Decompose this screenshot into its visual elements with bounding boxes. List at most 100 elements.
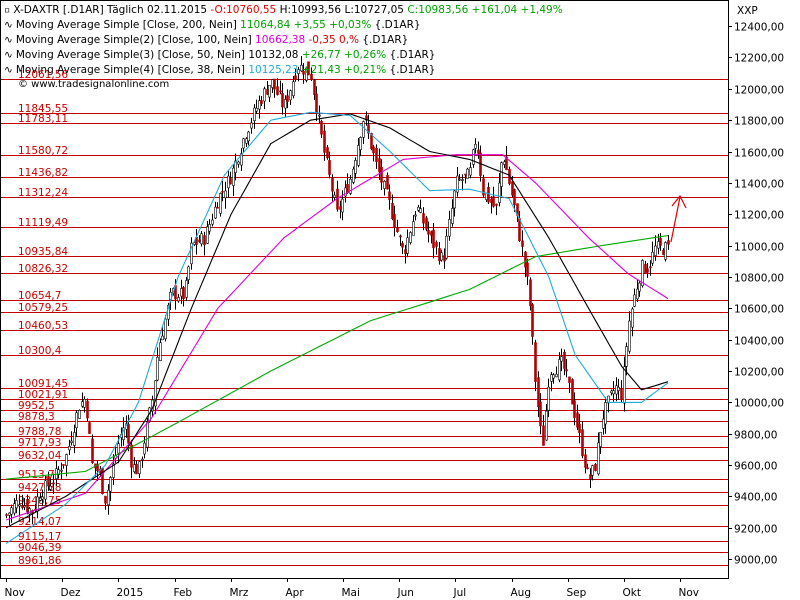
candle-body	[104, 495, 107, 504]
level-label: 11845,55	[18, 103, 68, 115]
candle-body	[654, 245, 657, 256]
line-icon: ∿	[4, 64, 13, 76]
candle-body	[182, 287, 185, 300]
candle-body	[247, 131, 250, 142]
candle-body	[130, 444, 133, 468]
candle-body	[253, 107, 256, 122]
candle-body	[164, 318, 167, 340]
candle-body	[362, 121, 365, 138]
candle-body	[5, 514, 8, 516]
y-tick-label: 11000,00	[734, 242, 784, 254]
candle-body	[52, 482, 55, 485]
ma100-legend: ∿ Moving Average Simple(2) [Close, 100, N…	[4, 34, 409, 46]
candle-body	[26, 499, 29, 513]
x-tick-label: Jul	[453, 587, 467, 599]
level-label: 10935,84	[18, 246, 68, 258]
candle-body	[260, 100, 263, 104]
moving-average-line	[5, 154, 669, 521]
candle-body	[23, 505, 26, 508]
candle-body	[474, 143, 477, 149]
y-tick-label: 12400,00	[734, 22, 784, 34]
candle-body	[206, 226, 209, 244]
candle-body	[49, 485, 52, 490]
candle-body	[307, 61, 310, 76]
candle-body	[133, 464, 136, 473]
candle-body	[109, 477, 112, 492]
candle-body	[159, 342, 162, 362]
candle-body	[419, 208, 422, 213]
candle-body	[281, 92, 284, 108]
candle-body	[73, 432, 76, 446]
level-label: 10300,4	[18, 345, 62, 357]
y-tick-label: 9200,00	[734, 524, 777, 536]
candle-body	[143, 442, 146, 455]
y-tick-label: 11600,00	[734, 148, 784, 160]
y-tick-label: 9800,00	[734, 430, 777, 442]
candle-body	[320, 120, 323, 135]
x-tick-label: Apr	[286, 587, 305, 599]
candle-body	[498, 182, 501, 203]
moving-average-line	[5, 111, 669, 544]
candle-body	[401, 242, 404, 248]
candle-body	[558, 359, 561, 381]
candle-body	[127, 424, 130, 444]
candle-body	[65, 454, 68, 466]
candle-body	[263, 88, 266, 102]
level-label: 10021,91	[18, 389, 68, 401]
candle-body	[482, 178, 485, 196]
candle-body	[367, 124, 370, 134]
y-tick-label: 9400,00	[734, 492, 777, 504]
candle-body	[399, 235, 402, 238]
candle-body	[409, 232, 412, 243]
level-label: 10460,53	[18, 320, 68, 332]
candle-body	[456, 175, 459, 193]
y-axis-label: XXP	[737, 5, 758, 17]
x-tick-label: Mrz	[230, 587, 249, 599]
candle-body	[8, 512, 11, 516]
y-tick-label: 9000,00	[734, 555, 777, 567]
line-icon: ∿	[4, 19, 13, 31]
candle-body	[86, 400, 89, 419]
candle-body	[41, 496, 44, 500]
candle-body	[659, 237, 662, 246]
level-label: 9952,5	[18, 400, 55, 412]
candle-body	[521, 240, 524, 247]
candle-body	[539, 401, 542, 427]
candle-body	[341, 198, 344, 213]
candle-body	[333, 194, 336, 198]
candle-body	[323, 130, 326, 153]
candle-body	[500, 162, 503, 187]
y-tick-label: 12200,00	[734, 53, 784, 65]
x-tick-label: Okt	[623, 587, 641, 599]
candle-body	[279, 90, 282, 93]
chart-icon: ▫	[4, 4, 11, 16]
candle-body	[472, 149, 475, 165]
level-label: 11436,82	[18, 167, 68, 179]
candle-body	[331, 177, 334, 192]
candle-body	[518, 218, 521, 242]
level-label: 11312,24	[18, 187, 68, 199]
y-tick-label: 10400,00	[734, 336, 784, 348]
candle-body	[386, 174, 389, 190]
candle-body	[122, 427, 125, 440]
candle-body	[156, 356, 159, 381]
trend-arrow	[670, 196, 681, 243]
candle-body	[88, 422, 91, 434]
candle-body	[203, 235, 206, 246]
candle-body	[83, 398, 86, 408]
candle-body	[242, 138, 245, 149]
candle-body	[276, 86, 279, 95]
candle-body	[250, 122, 253, 129]
candle-body	[18, 504, 21, 507]
level-label: 9878,3	[18, 411, 55, 423]
candle-body	[505, 156, 508, 171]
candle-body	[545, 410, 548, 441]
candle-body	[396, 226, 399, 232]
candle-body	[258, 100, 261, 110]
candle-body	[326, 147, 329, 159]
x-tick-label: Nov	[5, 587, 26, 599]
y-tick-label: 11400,00	[734, 179, 784, 191]
candle-body	[214, 206, 217, 219]
candle-body	[289, 90, 292, 101]
